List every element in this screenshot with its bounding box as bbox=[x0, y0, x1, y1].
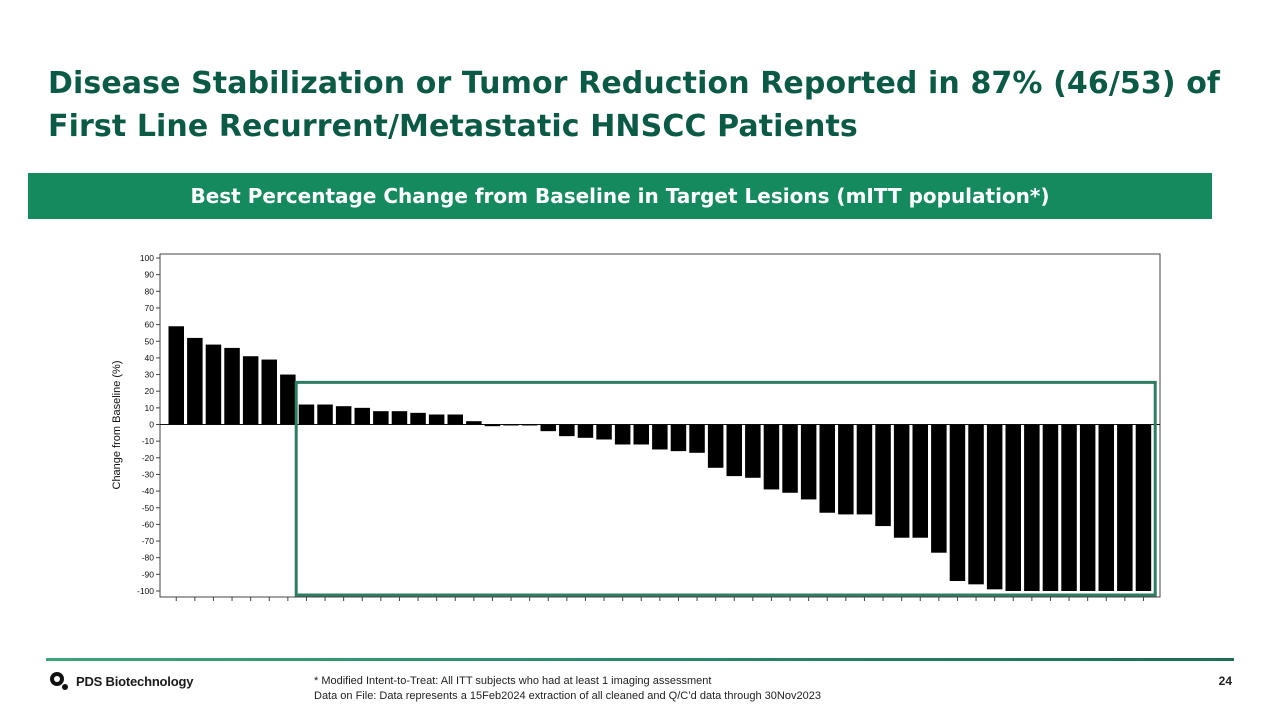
bar bbox=[782, 424, 798, 493]
bar bbox=[949, 424, 966, 582]
bar bbox=[893, 424, 910, 538]
y-tick-label: -30 bbox=[142, 469, 155, 479]
bar bbox=[373, 411, 389, 425]
y-tick-label: -80 bbox=[142, 553, 155, 563]
bar bbox=[726, 424, 742, 477]
bar bbox=[168, 326, 184, 425]
bar bbox=[410, 412, 426, 425]
bar bbox=[391, 411, 408, 425]
bar bbox=[521, 424, 538, 426]
y-tick-label: 100 bbox=[140, 253, 154, 263]
bar bbox=[484, 424, 501, 427]
bar bbox=[1061, 424, 1077, 591]
y-tick-label: -40 bbox=[142, 486, 155, 496]
bar bbox=[224, 347, 240, 425]
bar bbox=[912, 424, 928, 538]
y-axis-label: Change from Baseline (%) bbox=[111, 360, 123, 489]
bar bbox=[689, 424, 705, 453]
bar bbox=[633, 424, 649, 445]
highlight-box bbox=[294, 380, 1157, 597]
footnote-data-source: Data on File: Data represents a 15Feb202… bbox=[314, 690, 821, 702]
y-tick-label: 20 bbox=[145, 386, 155, 396]
bar bbox=[968, 424, 984, 585]
bar bbox=[986, 424, 1003, 590]
y-tick-label: 50 bbox=[145, 336, 155, 346]
bar bbox=[800, 424, 817, 500]
bar bbox=[335, 406, 352, 425]
y-tick-label: 70 bbox=[145, 303, 155, 313]
bar bbox=[298, 404, 315, 425]
bar bbox=[317, 404, 333, 425]
y-tick-label: -50 bbox=[142, 503, 155, 513]
bar bbox=[1117, 424, 1133, 591]
bar bbox=[503, 424, 519, 426]
y-tick-label: -20 bbox=[142, 453, 155, 463]
bar bbox=[763, 424, 780, 490]
bar bbox=[1079, 424, 1096, 591]
footer-divider bbox=[46, 658, 1234, 661]
y-tick-label: -100 bbox=[137, 586, 154, 596]
bar bbox=[596, 424, 612, 440]
y-tick-label: 40 bbox=[145, 353, 155, 363]
bar bbox=[652, 424, 668, 450]
bar bbox=[819, 424, 835, 513]
bar bbox=[428, 414, 445, 425]
bar bbox=[1024, 424, 1040, 591]
y-tick-label: -70 bbox=[142, 536, 155, 546]
bar bbox=[1005, 424, 1021, 591]
bar bbox=[187, 337, 203, 425]
footnote: * Modified Intent-to-Treat: All ITT subj… bbox=[314, 674, 821, 704]
y-tick-label: -10 bbox=[142, 436, 155, 446]
y-tick-label: -60 bbox=[142, 519, 155, 529]
bar bbox=[1135, 424, 1152, 591]
bar bbox=[540, 424, 556, 432]
bar bbox=[447, 414, 463, 425]
bar bbox=[466, 421, 482, 425]
y-tick-label: 80 bbox=[145, 286, 155, 296]
slide-title: Disease Stabilization or Tumor Reduction… bbox=[48, 66, 1221, 144]
bar bbox=[559, 424, 575, 437]
bar bbox=[931, 424, 947, 553]
bar bbox=[261, 359, 277, 425]
bar bbox=[707, 424, 724, 468]
bar bbox=[205, 344, 222, 425]
y-tick-label: 60 bbox=[145, 320, 155, 330]
y-tick-label: 90 bbox=[145, 270, 155, 280]
bar bbox=[1042, 424, 1059, 591]
bar bbox=[242, 356, 259, 425]
chart-banner-text: Best Percentage Change from Baseline in … bbox=[190, 184, 1050, 208]
bar bbox=[1098, 424, 1114, 591]
company-logo: PDS Biotechnology bbox=[48, 670, 193, 692]
bar bbox=[577, 424, 594, 438]
bar bbox=[670, 424, 687, 452]
bar bbox=[838, 424, 854, 515]
chart-banner: Best Percentage Change from Baseline in … bbox=[28, 173, 1212, 219]
y-tick-label: 10 bbox=[145, 403, 155, 413]
y-tick-label: 0 bbox=[149, 420, 154, 430]
bar bbox=[745, 424, 761, 478]
footnote-mitt: * Modified Intent-to-Treat: All ITT subj… bbox=[314, 675, 712, 687]
bar bbox=[856, 424, 873, 515]
logo-text: PDS Biotechnology bbox=[76, 673, 194, 689]
page-number: 24 bbox=[1218, 674, 1232, 688]
bar bbox=[354, 407, 370, 425]
bar bbox=[875, 424, 891, 527]
y-tick-label: 30 bbox=[145, 370, 155, 380]
bar bbox=[280, 374, 296, 425]
pds-logo-icon bbox=[50, 672, 68, 690]
bar bbox=[614, 424, 631, 445]
y-tick-label: -90 bbox=[142, 569, 155, 579]
